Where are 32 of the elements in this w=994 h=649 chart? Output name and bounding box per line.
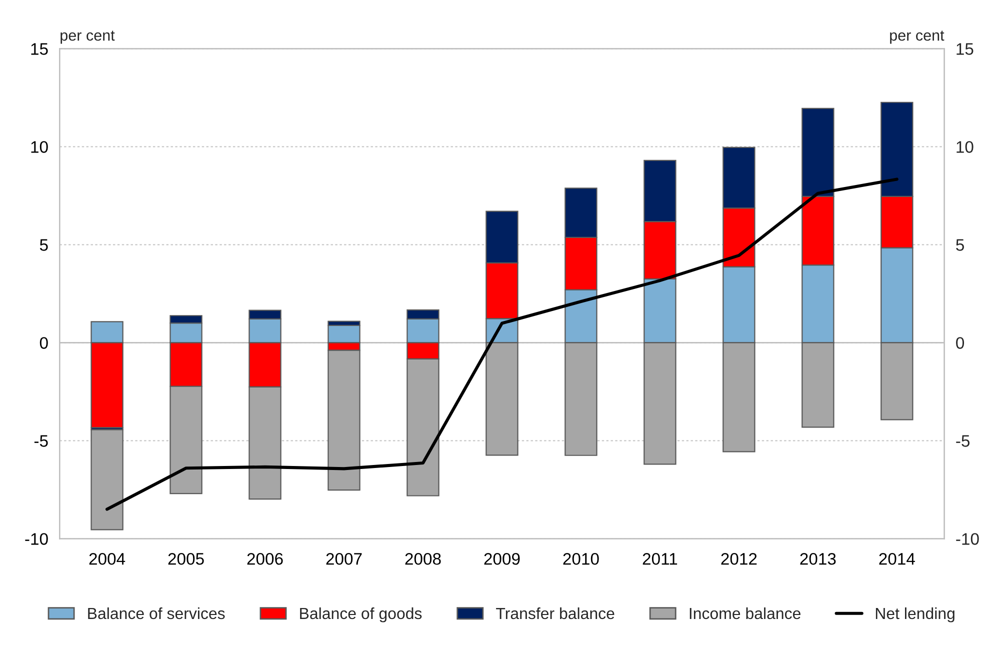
y2-axis-title: per cent xyxy=(890,30,944,44)
x-tick-label: 2012 xyxy=(721,553,757,565)
legend-label: Balance of services xyxy=(88,607,225,620)
x-tick-label: 2011 xyxy=(642,553,678,565)
y2-tick-label: 15 xyxy=(956,43,974,55)
x-tick-label: 2004 xyxy=(89,553,126,565)
legend-label: Income balance xyxy=(690,607,800,620)
line-series xyxy=(106,178,898,511)
y2-tick-label: -10 xyxy=(956,533,979,545)
legend-label: Net lending xyxy=(876,607,954,622)
legend-label: Transfer balance xyxy=(496,607,614,620)
x-tick-label: 2007 xyxy=(326,553,362,565)
y-tick-label: -10 xyxy=(25,533,48,545)
x-tick-label: 2008 xyxy=(405,553,441,565)
y-tick-label: 15 xyxy=(31,43,48,55)
y-axis-title: per cent xyxy=(60,30,115,44)
y-tick-label: 5 xyxy=(40,239,48,251)
x-tick-label: 2005 xyxy=(168,553,204,565)
x-tick-label: 2009 xyxy=(484,553,520,565)
x-tick-label: 2013 xyxy=(800,553,836,565)
y-tick-label: -5 xyxy=(34,435,48,447)
y2-tick-label: 10 xyxy=(956,141,974,153)
x-tick-label: 2010 xyxy=(563,553,599,565)
bar xyxy=(90,429,124,530)
y2-tick-label: 0 xyxy=(956,337,964,349)
y-tick-label: 10 xyxy=(31,141,48,153)
x-tick-label: 2006 xyxy=(247,553,283,565)
y2-tick-label: 5 xyxy=(956,239,964,251)
y2-tick-label: -5 xyxy=(956,435,970,447)
y-tick-label: 0 xyxy=(40,337,48,349)
x-tick-label: 2014 xyxy=(879,553,915,565)
legend-label: Balance of goods xyxy=(300,607,422,622)
